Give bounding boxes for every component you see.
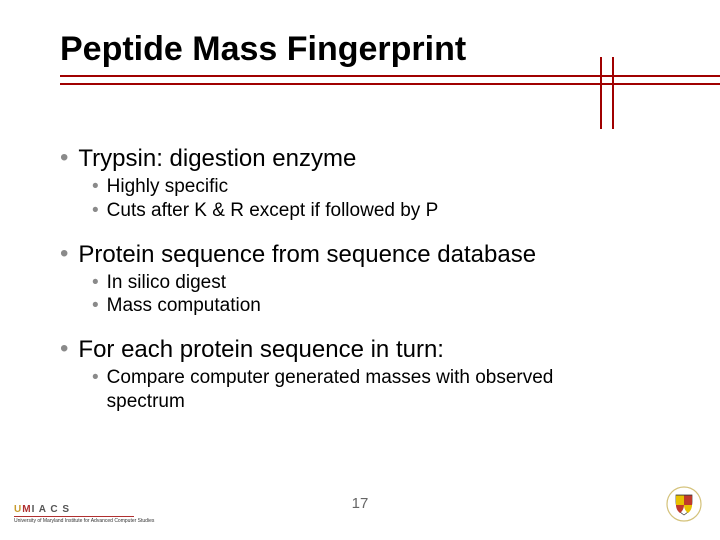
vline-1: [600, 57, 602, 129]
bullet-3: • For each protein sequence in turn:: [60, 336, 660, 364]
sub-bullet: • Cuts after K & R except if followed by…: [92, 199, 660, 223]
sub-bullet: • Compare computer generated masses with…: [92, 366, 660, 414]
umiacs-logo-text: UMI A C S: [14, 504, 70, 515]
sub-bullet: • Highly specific: [92, 175, 660, 199]
logo-m: M: [22, 504, 31, 515]
sub-bullet-text: Cuts after K & R except if followed by P: [107, 199, 439, 223]
hline-2: [60, 83, 720, 85]
umiacs-logo: UMI A C S University of Maryland Institu…: [14, 504, 154, 524]
bullet-2-text: Protein sequence from sequence database: [78, 241, 536, 269]
content-area: • Trypsin: digestion enzyme • Highly spe…: [60, 145, 660, 414]
hline-1: [60, 75, 720, 77]
bullet-2: • Protein sequence from sequence databas…: [60, 241, 660, 269]
bullet-dot-icon: •: [92, 175, 99, 199]
bullet-dot-icon: •: [60, 336, 68, 362]
slide: Peptide Mass Fingerprint • Trypsin: dige…: [0, 0, 720, 540]
bullet-dot-icon: •: [92, 271, 99, 295]
sub-bullet-text: Highly specific: [107, 175, 228, 199]
vline-2: [612, 57, 614, 129]
bullet-dot-icon: •: [92, 294, 99, 318]
sub-bullet-text: Compare computer generated masses with o…: [107, 366, 587, 414]
bullet-3-text: For each protein sequence in turn:: [78, 336, 444, 364]
bullet-3-children: • Compare computer generated masses with…: [60, 366, 660, 414]
bullet-1: • Trypsin: digestion enzyme: [60, 145, 660, 173]
sub-bullet-text: Mass computation: [107, 294, 261, 318]
sub-bullet: • In silico digest: [92, 271, 660, 295]
bullet-2-children: • In silico digest • Mass computation: [60, 271, 660, 319]
bullet-1-text: Trypsin: digestion enzyme: [78, 145, 356, 173]
sub-bullet: • Mass computation: [92, 294, 660, 318]
bullet-1-children: • Highly specific • Cuts after K & R exc…: [60, 175, 660, 223]
bullet-dot-icon: •: [60, 145, 68, 171]
logo-divider: [14, 516, 134, 517]
bullet-dot-icon: •: [60, 241, 68, 267]
logo-iacs: I A C S: [32, 504, 70, 515]
bullet-dot-icon: •: [92, 366, 99, 390]
logo-u: U: [14, 504, 22, 515]
bullet-dot-icon: •: [92, 199, 99, 223]
umiacs-subtitle: University of Maryland Institute for Adv…: [14, 518, 154, 524]
maryland-seal-icon: [666, 486, 702, 522]
title-rule-decoration: [60, 75, 660, 125]
slide-title: Peptide Mass Fingerprint: [60, 30, 660, 69]
sub-bullet-text: In silico digest: [107, 271, 226, 295]
